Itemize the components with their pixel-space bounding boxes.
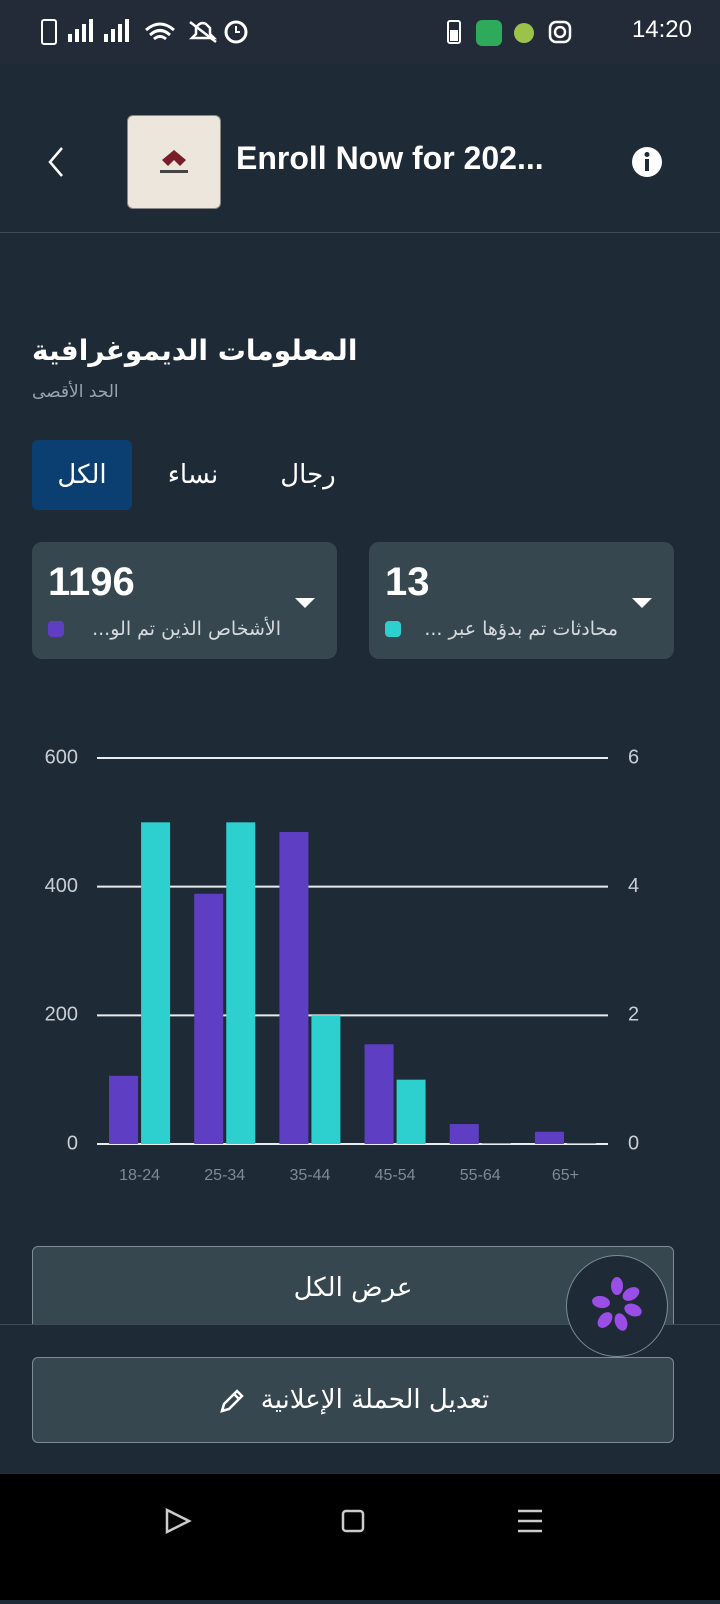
tab[interactable]: رجال [280,460,336,490]
metric-card[interactable]: 1196 الأشخاص الذين تم الو... [32,542,337,659]
bar [566,1143,596,1144]
bar [481,1143,511,1144]
status-icons [41,19,248,45]
y2-tick-label: 2 [628,1004,639,1026]
nav-home[interactable] [341,1509,365,1533]
section-subtitle: الحد الأقصى [32,382,119,402]
x-tick-label: 45-54 [375,1167,416,1184]
metric-card[interactable]: 13 محادثات تم بدؤها عبر ... [369,542,674,659]
bar [534,1131,564,1144]
bar [449,1124,479,1144]
bar [226,822,256,1144]
tab[interactable]: نساء [167,460,219,490]
legend-label: الأشخاص الذين تم الو... [92,618,281,640]
bar [141,822,171,1144]
section-title: المعلومات الديموغرافية [32,334,358,367]
y-tick-label: 600 [45,746,78,768]
nav-back[interactable] [165,1507,192,1535]
legend-label: محادثات تم بدؤها عبر ... [424,618,618,640]
y2-tick-label: 6 [628,746,639,768]
assistant-button[interactable] [566,1255,668,1357]
tab[interactable]: الكل [32,440,132,510]
logo-mark [160,150,188,173]
back-button[interactable] [40,140,76,184]
y2-tick-label: 0 [628,1132,639,1154]
metric-value: 13 [385,560,430,604]
x-tick-label: 55-64 [460,1167,501,1184]
nav-icons [165,1507,542,1535]
legend-swatch [385,621,401,637]
y-tick-label: 400 [45,875,78,897]
bar [396,1079,426,1144]
chart: 0 200 400 600 0 2 4 6 18-24 25-34 35-44 45-54 55-64 6… [45,746,640,1184]
bar [364,1044,394,1144]
x-tick-label: 25-34 [204,1167,245,1184]
bar [194,893,224,1144]
bar [279,831,309,1144]
bar [311,1015,341,1144]
campaign-thumbnail [127,115,221,209]
dropdown-caret [295,598,315,608]
y2-tick-label: 4 [628,875,639,897]
x-tick-label: 65+ [552,1167,579,1184]
x-tick-label: 35-44 [289,1167,330,1184]
assistant-icon [592,1277,642,1331]
status-app-icons [447,20,572,46]
edit-campaign-button[interactable]: تعديل الحملة الإعلانية [32,1357,674,1443]
clock: 14:20 [631,16,692,43]
dropdown-caret [632,598,652,608]
divider [0,232,720,233]
y-tick-label: 0 [67,1132,78,1154]
x-tick-label: 18-24 [119,1167,160,1184]
status-bar: 14:20 [0,0,720,64]
metric-value: 1196 [48,560,135,604]
campaign-title: Enroll Now for 202... [236,140,544,176]
pencil-icon [219,1388,244,1413]
legend-swatch [48,621,64,637]
navigation-bar [0,1474,720,1600]
nav-menu[interactable] [518,1509,542,1533]
edit-campaign-label: تعديل الحملة الإعلانية [260,1385,490,1415]
bar [109,1075,139,1144]
y-tick-label: 200 [45,1004,78,1026]
info-button[interactable] [630,145,664,179]
